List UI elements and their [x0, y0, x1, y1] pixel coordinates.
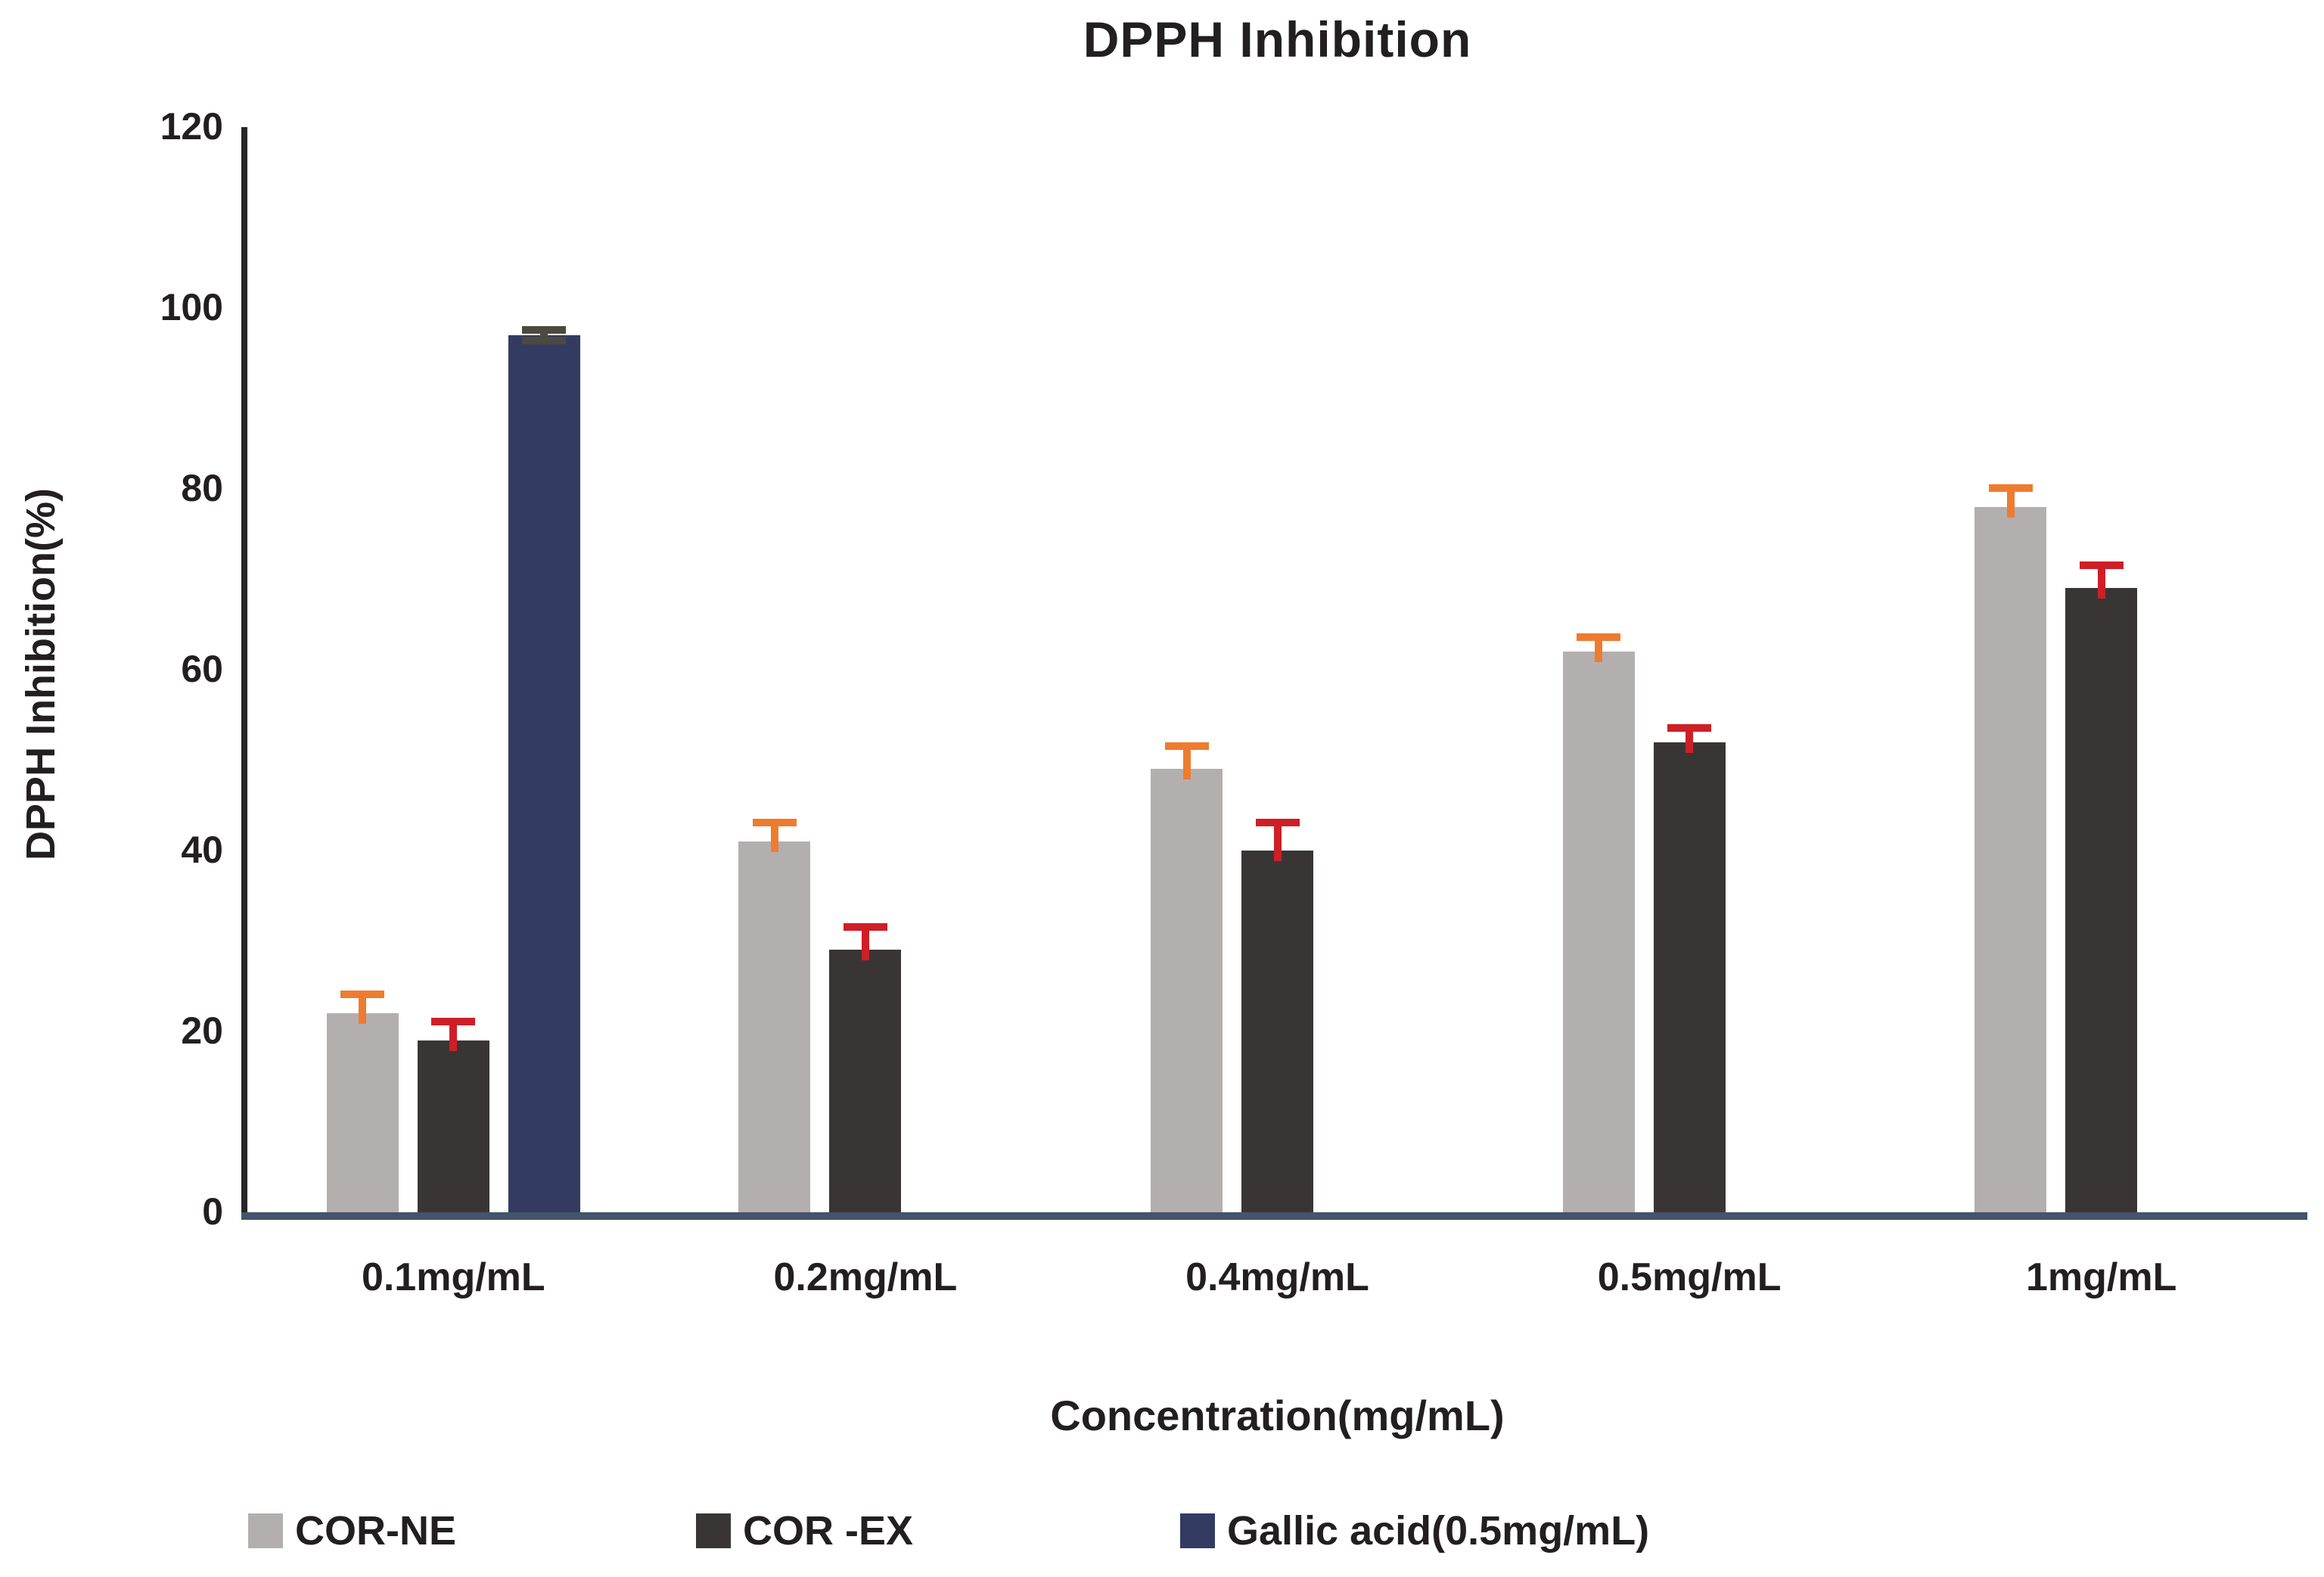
error-bar-cap-top: [2079, 561, 2124, 569]
bar-gallic-acid-0-5mg-ml--0.1mg/mL: [508, 334, 580, 1212]
bar-cor-ne-0.1mg/mL: [326, 1013, 399, 1212]
error-bar-cap-top: [340, 991, 385, 999]
error-bar-cap-top: [1577, 633, 1621, 642]
error-bar-stem: [2097, 561, 2105, 599]
bar-cor-ex-0.5mg/mL: [1653, 742, 1726, 1212]
x-category-label-0.4mg/mL: 0.4mg/mL: [1185, 1255, 1369, 1299]
bar-cor-ne-0.4mg/mL: [1151, 769, 1223, 1212]
legend-label-gallic-acid: Gallic acid(0.5mg/mL): [1227, 1508, 1650, 1554]
bar-cor-ex-1mg/mL: [2065, 588, 2138, 1212]
error-bar-stem: [861, 922, 869, 961]
bar-cor-ne-1mg/mL: [1974, 506, 2047, 1212]
x-category-label-1mg/mL: 1mg/mL: [2026, 1255, 2177, 1299]
error-bar-cap-top: [1164, 742, 1209, 750]
legend-item-cor-ne: COR-NE: [248, 1507, 456, 1554]
bar-group-0.5mg/mL: [1562, 127, 1816, 1212]
error-bar-stem: [1182, 742, 1191, 780]
y-tick-label-20: 20: [181, 1009, 223, 1052]
x-category-label-0.5mg/mL: 0.5mg/mL: [1597, 1255, 1782, 1299]
x-category-label-0.2mg/mL: 0.2mg/mL: [773, 1255, 958, 1299]
error-bar-stem: [359, 991, 367, 1025]
bar-group-0.1mg/mL: [326, 127, 580, 1212]
bar-cor-ex-0.4mg/mL: [1241, 851, 1313, 1212]
plot-area: 0 20 40 60 80 100 120 0.1mg/mL 0.2mg/mL 0.4mg/mL 0…: [160, 107, 2307, 1299]
bar-cor-ne-0.2mg/mL: [738, 841, 811, 1212]
x-axis-line: [241, 1212, 2307, 1220]
error-bar-cap-top: [843, 922, 887, 931]
legend-swatch-gallic-acid: [1180, 1513, 1215, 1548]
x-axis-title: Concentration(mg/mL): [1050, 1392, 1505, 1439]
y-tick-label-100: 100: [160, 286, 223, 328]
error-bar-stem: [1595, 633, 1603, 663]
error-bar-stem: [2006, 484, 2015, 518]
error-bar-stem: [1686, 723, 1694, 753]
y-tick-label-40: 40: [181, 829, 223, 871]
bar-group-0.2mg/mL: [738, 127, 992, 1212]
legend: COR-NE COR -EX Gallic acid(0.5mg/mL): [0, 1507, 2324, 1560]
error-bar-stem: [1273, 819, 1282, 861]
error-bar-stem: [449, 1018, 458, 1051]
bar-cor-ex-0.2mg/mL: [829, 950, 902, 1212]
error-bar-cap-top: [522, 325, 567, 334]
error-bar-cap-top: [1255, 819, 1300, 827]
y-tick-label-120: 120: [160, 105, 223, 148]
error-bar-cap-top: [752, 819, 797, 827]
legend-swatch-cor-ex: [696, 1513, 731, 1548]
bar-cor-ex-0.1mg/mL: [417, 1040, 489, 1212]
y-tick-label-60: 60: [181, 648, 223, 690]
legend-label-cor-ex: COR -EX: [743, 1508, 914, 1554]
legend-item-gallic-acid: Gallic acid(0.5mg/mL): [1180, 1507, 1649, 1554]
bar-group-1mg/mL: [1974, 127, 2228, 1212]
bar-cor-ne-0.5mg/mL: [1562, 652, 1635, 1212]
error-bar-cap-top: [431, 1018, 476, 1026]
chart-title: DPPH Inhibition: [1083, 11, 1472, 67]
bar-group-0.4mg/mL: [1151, 127, 1404, 1212]
legend-label-cor-ne: COR-NE: [295, 1508, 456, 1554]
y-tick-label-80: 80: [181, 467, 223, 509]
y-tick-label-0: 0: [202, 1190, 223, 1233]
x-category-label-0.1mg/mL: 0.1mg/mL: [361, 1255, 545, 1299]
error-bar-cap-top: [1667, 723, 1712, 732]
error-bar-stem: [770, 819, 778, 853]
error-bar-cap-top: [1988, 484, 2033, 493]
legend-swatch-cor-ne: [248, 1513, 283, 1548]
legend-item-cor-ex: COR -EX: [696, 1507, 913, 1554]
y-axis-line: [241, 127, 247, 1217]
error-bar-stem: [540, 325, 548, 344]
